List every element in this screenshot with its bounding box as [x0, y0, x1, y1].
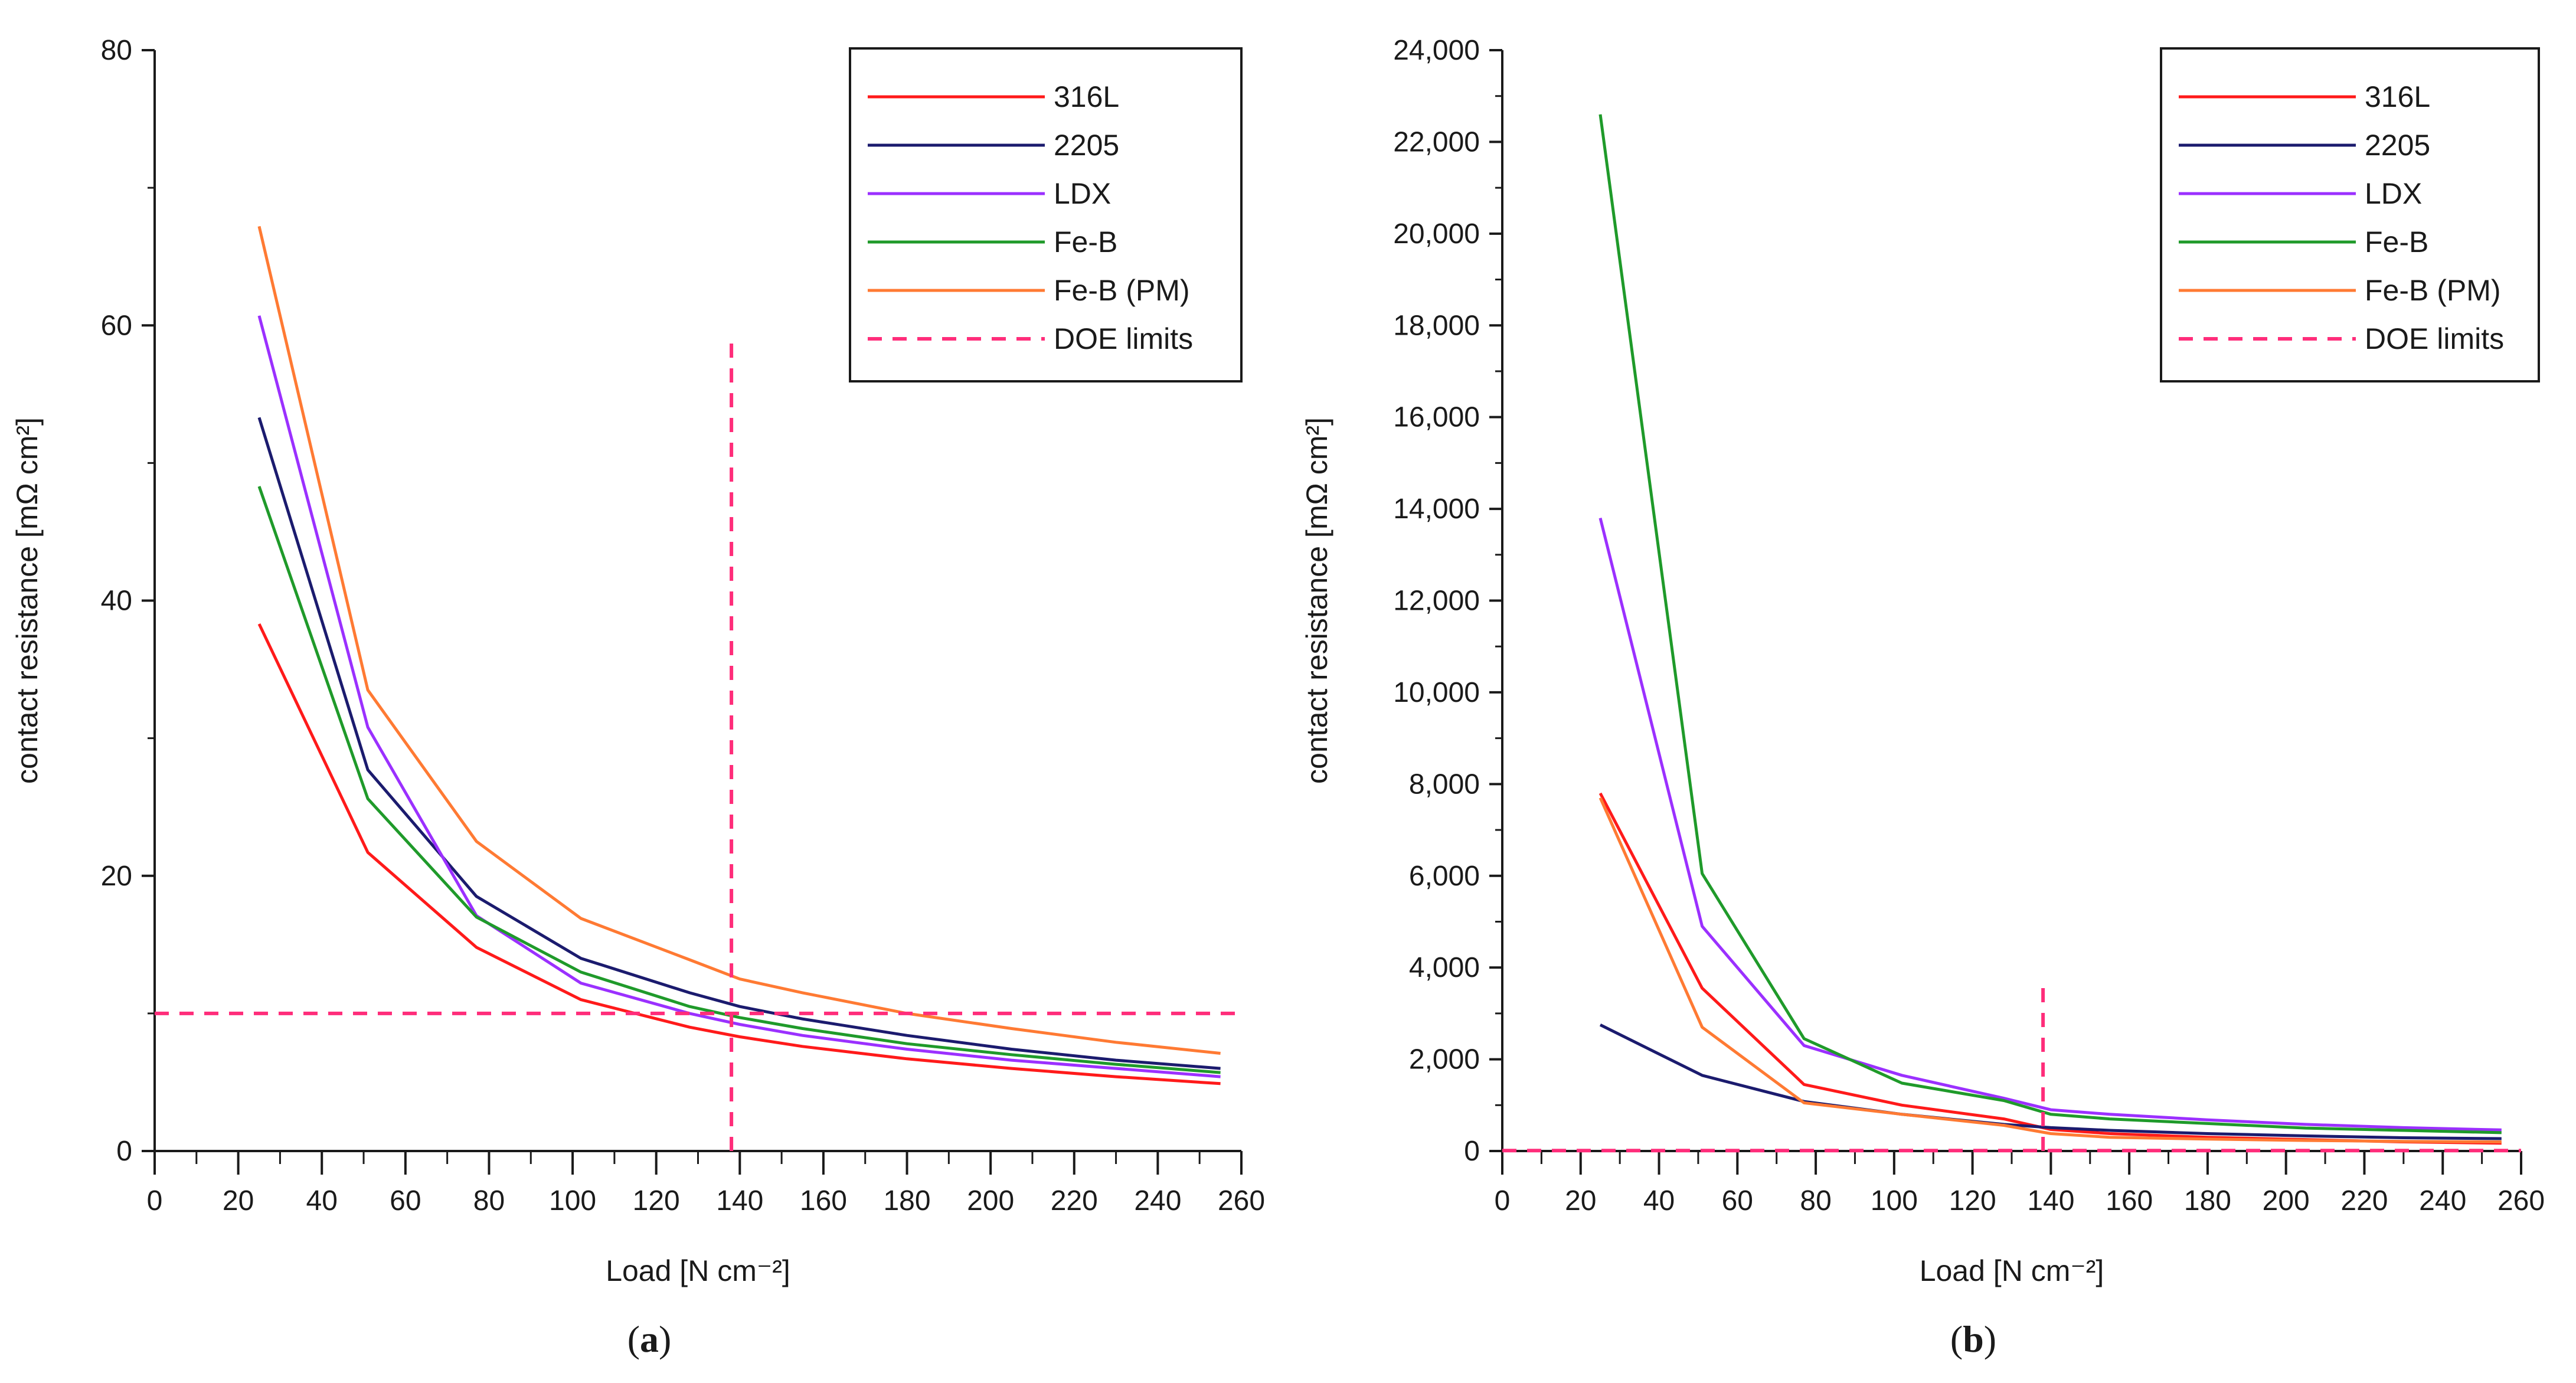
x-tick-label: 60	[390, 1185, 421, 1217]
legend-label: Fe-B	[2365, 225, 2428, 259]
legend-label: Fe-B	[1054, 225, 1117, 259]
y-tick-label: 80	[101, 35, 132, 66]
y-tick-label: 0	[116, 1136, 132, 1167]
y-tick-label: 20,000	[1393, 218, 1480, 250]
legend-label: 2205	[2365, 129, 2430, 162]
legend-label: 316L	[1054, 80, 1119, 113]
x-tick-label: 100	[1871, 1185, 1918, 1217]
x-axis-title: Load [N cm⁻²]	[606, 1254, 790, 1287]
series-ldx-line	[1598, 517, 2502, 1132]
y-tick-label: 2,000	[1409, 1044, 1480, 1075]
y-tick-label: 14,000	[1393, 493, 1480, 525]
series-group	[155, 225, 1241, 1151]
x-tick-label: 220	[2340, 1185, 2388, 1217]
y-tick-label: 4,000	[1409, 952, 1480, 983]
y-tick-label: 22,000	[1393, 126, 1480, 158]
legend-label: 2205	[1054, 129, 1119, 162]
legend-label: Fe-B (PM)	[2365, 274, 2501, 307]
x-tick-label: 160	[2106, 1185, 2153, 1217]
legend-label: 316L	[2365, 80, 2430, 113]
x-tick-label: 240	[1134, 1185, 1181, 1217]
series-fe-b-line	[257, 486, 1221, 1074]
x-tick-label: 0	[1495, 1185, 1511, 1217]
panel-label: (a)	[627, 1318, 672, 1360]
series-group	[1502, 114, 2521, 1153]
series-fe-b-line	[1598, 114, 2502, 1134]
x-tick-label: 100	[549, 1185, 596, 1217]
series-2205-line	[257, 417, 1221, 1070]
series-fe-b-pm-line	[257, 225, 1221, 1055]
x-tick-label: 240	[2419, 1185, 2466, 1217]
series-316l-line	[1598, 792, 2502, 1145]
chart-panel-a: 0 20 40 60 80 0 20 40 60 80 100 120 140 160 180 200 220 2…	[11, 35, 1265, 1360]
x-tick-label: 60	[1722, 1185, 1753, 1217]
y-axis-title: contact resistance [mΩ cm²]	[1300, 417, 1333, 784]
y-tick-label: 6,000	[1409, 861, 1480, 892]
x-tick-label: 20	[1565, 1185, 1596, 1217]
x-tick-label: 260	[1218, 1185, 1265, 1217]
y-tick-label: 20	[101, 861, 132, 892]
y-tick-label: 24,000	[1393, 35, 1480, 66]
y-axis-title: contact resistance [mΩ cm²]	[11, 417, 44, 784]
x-tick-label: 140	[2027, 1185, 2074, 1217]
legend-label: DOE limits	[1054, 322, 1193, 355]
legend-label: DOE limits	[2365, 322, 2504, 355]
x-tick-label: 40	[306, 1185, 338, 1217]
x-tick-label: 80	[1800, 1185, 1831, 1217]
x-axis-title: Load [N cm⁻²]	[1920, 1254, 2104, 1287]
x-tick-label: 260	[2497, 1185, 2545, 1217]
x-tick-label: 80	[473, 1185, 505, 1217]
y-tick-label: 60	[101, 310, 132, 341]
y-tick-label: 8,000	[1409, 769, 1480, 800]
series-316l-line	[257, 623, 1221, 1086]
legend-label: LDX	[1054, 177, 1111, 210]
x-tick-label: 120	[633, 1185, 680, 1217]
x-tick-label: 0	[147, 1185, 163, 1217]
y-tick-label: 10,000	[1393, 677, 1480, 708]
x-tick-label: 20	[223, 1185, 254, 1217]
x-tick-label: 200	[2263, 1185, 2310, 1217]
panel-label: (b)	[1950, 1318, 1996, 1360]
x-tick-label: 180	[883, 1185, 930, 1217]
x-tick-label: 200	[967, 1185, 1014, 1217]
chart-panel-b: 0 2,000 4,000 6,000 8,000 10,000 12,000 14,000 1…	[1300, 35, 2545, 1360]
x-tick-label: 120	[1949, 1185, 1996, 1217]
x-tick-label: 220	[1051, 1185, 1098, 1217]
legend: 316L 2205 LDX Fe-B Fe-B (PM) DOE limits	[2160, 47, 2540, 382]
x-tick-label: 180	[2184, 1185, 2231, 1217]
legend-label: Fe-B (PM)	[1054, 274, 1190, 307]
y-tick-label: 16,000	[1393, 402, 1480, 433]
legend-box	[849, 47, 1243, 382]
series-ldx-line	[257, 315, 1221, 1078]
y-tick-label: 40	[101, 586, 132, 617]
legend: 316L 2205 LDX Fe-B Fe-B (PM) DOE limits	[849, 47, 1243, 382]
legend-label: LDX	[2365, 177, 2422, 210]
legend-box	[2160, 47, 2540, 382]
x-tick-label: 40	[1643, 1185, 1675, 1217]
series-fe-b-pm-line	[1598, 797, 2502, 1143]
y-tick-label: 18,000	[1393, 310, 1480, 341]
series-2205-line	[1599, 1024, 2502, 1140]
x-tick-label: 140	[716, 1185, 763, 1217]
x-tick-label: 160	[800, 1185, 847, 1217]
y-tick-label: 12,000	[1393, 586, 1480, 617]
y-tick-label: 0	[1464, 1136, 1480, 1167]
